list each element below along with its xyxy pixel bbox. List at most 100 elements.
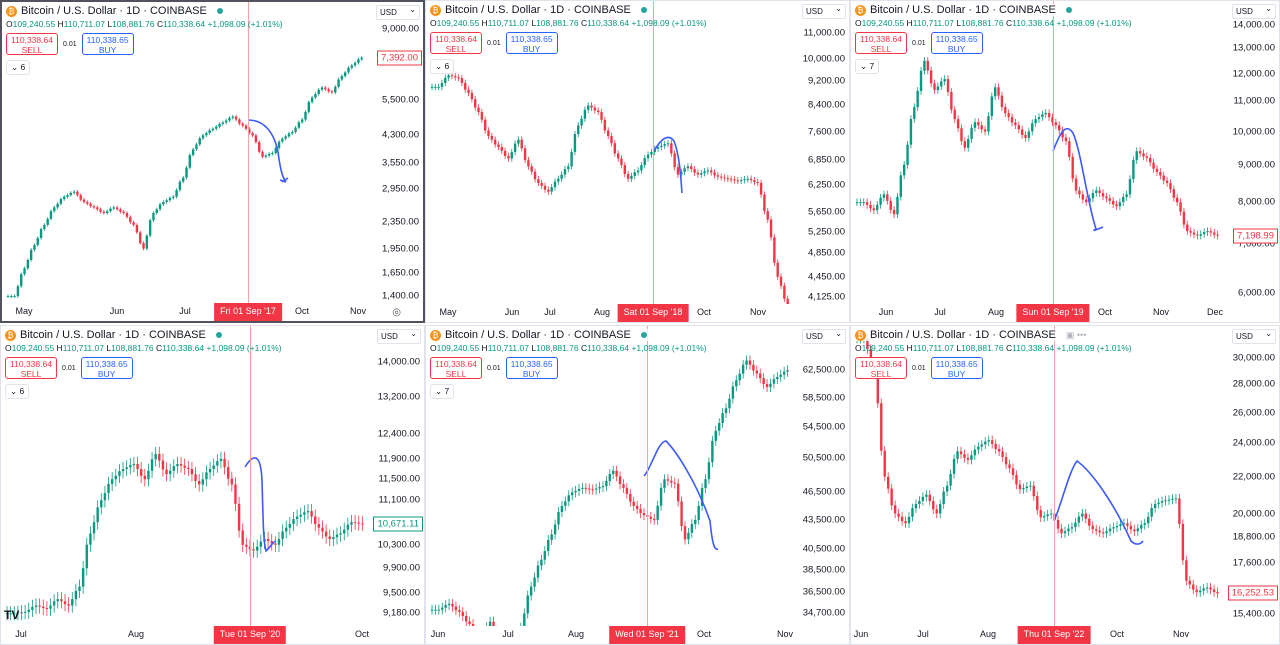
candle: [1145, 152, 1149, 162]
candle: [155, 207, 158, 215]
candle: [1043, 511, 1046, 523]
candle: [335, 527, 339, 545]
candle: [234, 114, 238, 122]
buy-button[interactable]: 110,338.65 BUY: [505, 32, 558, 54]
candle: [1167, 495, 1171, 505]
chart-panel-2020[interactable]: 14,000.00 13,200.00 12,400.00 11,900.00 11,5…: [0, 325, 425, 645]
buy-button[interactable]: 110,338.65 BUY: [80, 357, 133, 379]
candle: [929, 66, 933, 88]
candle: [1014, 118, 1017, 130]
plot-area[interactable]: [426, 326, 799, 626]
candle: [327, 87, 330, 94]
more-icon[interactable]: ▣ •••: [1065, 329, 1087, 340]
price-axis[interactable]: 62,500.00 58,500.00 54,500.00 50,500.00 46,5…: [799, 326, 849, 626]
annotation-curve[interactable]: [643, 440, 719, 550]
time-axis[interactable]: Jun Jul Aug Oct Nov Wed 01 Sep '21: [426, 626, 799, 644]
candle: [1152, 158, 1155, 173]
candle: [540, 554, 543, 571]
symbol-header[interactable]: ₿ Bitcoin / U.S. Dollar · 1D · COINBASE: [430, 329, 651, 341]
symbol-header[interactable]: ₿ Bitcoin / U.S. Dollar · 1D · COINBASE: [6, 5, 227, 17]
price-axis[interactable]: 9,000.00 5,500.00 4,300.00 3,550.00 2,950.00…: [373, 2, 423, 303]
candle: [1212, 584, 1216, 597]
plot-area[interactable]: [2, 2, 373, 303]
candle: [224, 118, 228, 125]
chart-panel-2022[interactable]: 30,000.00 28,000.00 26,000.00 24,000.00 22,0…: [850, 325, 1280, 645]
candle: [966, 453, 970, 465]
candle: [492, 616, 495, 626]
buy-button[interactable]: 110,338.65 BUY: [505, 357, 558, 379]
chart-panel-2021[interactable]: 62,500.00 58,500.00 54,500.00 50,500.00 46,5…: [425, 325, 850, 645]
sell-button[interactable]: 110,338.64 SELL: [5, 357, 57, 379]
candle: [997, 444, 1001, 457]
annotation-curve[interactable]: [1053, 459, 1144, 545]
candle: [909, 115, 913, 149]
annotation-curve[interactable]: [247, 119, 289, 183]
sell-button[interactable]: 110,338.64 SELL: [855, 357, 907, 379]
chart-panel-2019[interactable]: 14,000.00 13,000.00 12,000.00 11,000.00 10,0…: [850, 0, 1280, 323]
time-axis[interactable]: MayJunJulAugOctNovFri 01 Sep '17: [2, 303, 373, 321]
currency-select[interactable]: USD: [377, 329, 421, 344]
currency-select[interactable]: USD: [802, 4, 846, 19]
last-price-tag: 10,671.11: [373, 516, 423, 532]
symbol-header[interactable]: ₿ Bitcoin / U.S. Dollar · 1D · COINBASE: [5, 329, 226, 341]
indicators-toggle[interactable]: ⌄ 6: [5, 384, 30, 399]
candle: [241, 121, 244, 128]
sell-button[interactable]: 110,338.64 SELL: [430, 357, 482, 379]
plot-area[interactable]: [426, 1, 799, 304]
candle: [907, 512, 911, 528]
buy-button[interactable]: 110,338.65 BUY: [81, 33, 134, 55]
plot-area[interactable]: [851, 1, 1229, 304]
candle: [557, 175, 560, 185]
plot-area[interactable]: [1, 326, 374, 626]
candle: [461, 607, 464, 621]
indicators-toggle[interactable]: ⌄ 6: [430, 59, 455, 74]
currency-select[interactable]: USD: [376, 5, 420, 20]
currency-select[interactable]: USD: [1232, 4, 1276, 19]
candle: [361, 516, 364, 531]
candle: [676, 478, 680, 507]
candle: [45, 600, 49, 616]
annotation-curve[interactable]: [244, 457, 277, 553]
price-axis[interactable]: 11,000.00 10,000.00 9,200.00 8,400.00 7,600.…: [799, 1, 849, 304]
sell-button[interactable]: 110,338.64 SELL: [430, 32, 482, 54]
chart-panel-2017[interactable]: 9,000.00 5,500.00 4,300.00 3,550.00 2,950.00…: [0, 0, 425, 323]
buy-button[interactable]: 110,338.65 BUY: [930, 357, 983, 379]
time-axis[interactable]: Jun Jul Aug Oct Nov Thu 01 Sep '22: [851, 626, 1229, 644]
candle: [984, 436, 987, 450]
price-axis[interactable]: 14,000.00 13,000.00 12,000.00 11,000.00 10,0…: [1229, 1, 1279, 304]
candle: [194, 467, 197, 489]
symbol-header[interactable]: ₿ Bitcoin / U.S. Dollar · 1D · COINBASE: [430, 4, 651, 16]
settings-icon[interactable]: ◎: [392, 307, 401, 318]
price-axis[interactable]: 30,000.00 28,000.00 26,000.00 24,000.00 22,0…: [1227, 326, 1279, 626]
candle: [749, 175, 753, 184]
price-tick: 6,850.00: [808, 154, 845, 166]
annotation-curve[interactable]: [653, 136, 683, 194]
time-axis[interactable]: May Jun Jul Aug Oct Nov Sat 01 Sep '18: [426, 304, 799, 322]
candle: [600, 108, 603, 124]
time-axis[interactable]: Jul Aug Oct Tue 01 Sep '20: [1, 626, 374, 644]
candle: [728, 393, 731, 414]
indicators-toggle[interactable]: ⌄ 6: [6, 60, 31, 75]
market-open-icon: [216, 8, 223, 14]
sell-button[interactable]: 110,338.64 SELL: [6, 33, 58, 55]
sell-button[interactable]: 110,338.64 SELL: [855, 32, 907, 54]
plot-area[interactable]: [851, 326, 1229, 626]
candle: [82, 197, 86, 204]
symbol-header[interactable]: ₿ Bitcoin / U.S. Dollar · 1D · COINBASE …: [855, 329, 1091, 341]
crosshair-line: [653, 1, 654, 304]
symbol-header[interactable]: ₿ Bitcoin / U.S. Dollar · 1D · COINBASE: [855, 4, 1076, 16]
annotation-curve[interactable]: [1052, 127, 1104, 232]
crosshair-line: [1053, 1, 1054, 304]
indicators-toggle[interactable]: ⌄ 7: [430, 384, 455, 399]
currency-select[interactable]: USD: [1232, 329, 1276, 344]
candle: [608, 469, 611, 486]
price-axis[interactable]: 14,000.00 13,200.00 12,400.00 11,900.00 11,5…: [373, 326, 424, 626]
candle: [56, 202, 59, 210]
indicators-toggle[interactable]: ⌄ 7: [855, 59, 880, 74]
currency-select[interactable]: USD: [802, 329, 846, 344]
buy-button[interactable]: 110,338.65 BUY: [930, 32, 983, 54]
candle: [1056, 515, 1060, 534]
candle: [34, 598, 38, 615]
time-axis[interactable]: Jun Jul Aug Oct Nov Dec Sun 01 Sep '19: [851, 304, 1229, 322]
chart-panel-2018[interactable]: 11,000.00 10,000.00 9,200.00 8,400.00 7,600.…: [425, 0, 850, 323]
